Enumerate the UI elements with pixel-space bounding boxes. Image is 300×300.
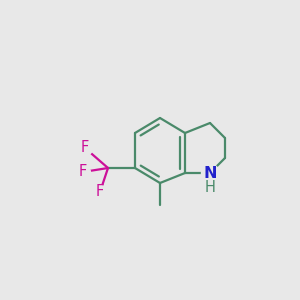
Text: F: F: [81, 140, 89, 155]
Text: F: F: [79, 164, 87, 179]
Text: F: F: [96, 184, 104, 200]
Text: N: N: [203, 166, 217, 181]
Text: H: H: [205, 179, 215, 194]
